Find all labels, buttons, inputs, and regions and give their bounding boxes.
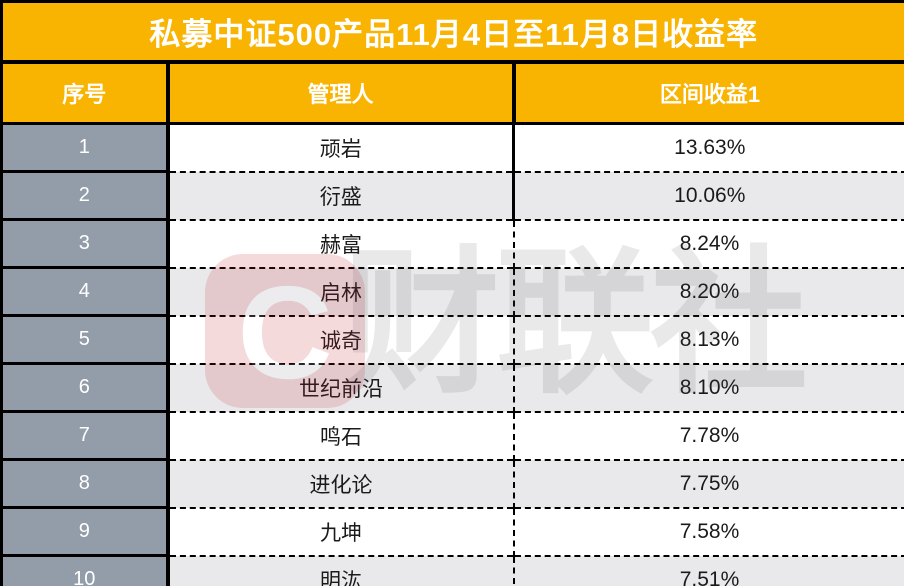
table-header-row: 序号 管理人 区间收益1	[1, 62, 904, 125]
table-row: 7 鸣石 7.78%	[1, 410, 904, 460]
manager-cell: 明汯	[167, 554, 515, 586]
rank-cell: 10	[1, 554, 170, 586]
return-cell: 7.58%	[513, 506, 904, 556]
table-row: 9 九坤 7.58%	[1, 506, 904, 556]
manager-cell: 启林	[167, 266, 515, 316]
return-cell: 8.10%	[513, 362, 904, 412]
table-row: 3 赫富 8.24%	[1, 218, 904, 268]
rank-cell: 1	[1, 122, 170, 172]
table-row: 1 顽岩 13.63%	[1, 122, 904, 172]
manager-cell: 顽岩	[167, 122, 515, 172]
rank-cell: 9	[1, 506, 170, 556]
manager-cell: 赫富	[167, 218, 515, 268]
rank-cell: 5	[1, 314, 170, 364]
manager-cell: 衍盛	[167, 170, 515, 220]
column-header-manager: 管理人	[165, 62, 514, 125]
table-row: 5 诚奇 8.13%	[1, 314, 904, 364]
table-row: 10 明汯 7.51%	[1, 554, 904, 586]
rank-cell: 6	[1, 362, 170, 412]
manager-cell: 诚奇	[167, 314, 515, 364]
return-cell: 8.13%	[513, 314, 904, 364]
rank-cell: 7	[1, 410, 170, 460]
table-row: 4 启林 8.20%	[1, 266, 904, 316]
table-row: 2 衍盛 10.06%	[1, 170, 904, 220]
column-header-return: 区间收益1	[511, 62, 904, 125]
return-cell: 7.78%	[513, 410, 904, 460]
return-cell: 8.20%	[513, 266, 904, 316]
return-cell: 7.51%	[513, 554, 904, 586]
rank-cell: 4	[1, 266, 170, 316]
return-cell: 8.24%	[513, 218, 904, 268]
table-row: 6 世纪前沿 8.10%	[1, 362, 904, 412]
manager-cell: 九坤	[167, 506, 515, 556]
manager-cell: 世纪前沿	[167, 362, 515, 412]
manager-cell: 进化论	[167, 458, 515, 508]
table-title-row: 私募中证500产品11月4日至11月8日收益率	[1, 1, 904, 64]
return-cell: 10.06%	[513, 170, 904, 220]
return-cell: 7.75%	[513, 458, 904, 508]
rank-cell: 2	[1, 170, 170, 220]
rank-cell: 3	[1, 218, 170, 268]
manager-cell: 鸣石	[167, 410, 515, 460]
rank-cell: 8	[1, 458, 170, 508]
return-cell: 13.63%	[513, 122, 904, 172]
table-title: 私募中证500产品11月4日至11月8日收益率	[1, 1, 904, 64]
column-header-rank: 序号	[1, 62, 168, 125]
table-row: 8 进化论 7.75%	[1, 458, 904, 508]
